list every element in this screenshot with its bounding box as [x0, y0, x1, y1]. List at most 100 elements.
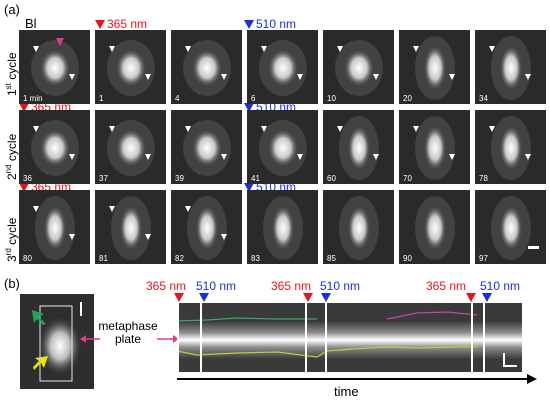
blue-triangle-icon	[482, 293, 492, 302]
cell-micrograph-graphic	[35, 196, 75, 260]
cell-micrograph-graphic	[183, 40, 231, 96]
arrowhead-icon	[221, 74, 227, 80]
micrograph-tile: 78	[475, 110, 546, 184]
kymograph	[177, 303, 522, 372]
cell-micrograph-graphic	[415, 196, 455, 260]
time-stamp: 82	[175, 254, 184, 263]
time-stamp: 39	[175, 174, 184, 183]
time-stamp: 41	[251, 174, 260, 183]
micrograph-tile: 97	[475, 190, 546, 264]
arrowhead-icon	[489, 126, 495, 132]
kymograph-graphic	[177, 303, 522, 372]
arrowhead-icon	[109, 46, 115, 52]
arrowhead-icon	[185, 126, 191, 132]
micrograph-tile: 6	[247, 30, 318, 104]
time-axis-arrow-icon	[177, 374, 537, 384]
arrowhead-icon	[373, 154, 379, 160]
time-stamp: 37	[99, 174, 108, 183]
pink-arrow-left-icon	[80, 335, 100, 343]
pink-arrowhead-icon	[56, 38, 64, 46]
cell-micrograph-graphic	[31, 120, 79, 176]
micrograph-tile: 90	[399, 190, 470, 264]
time-axis-label: time	[334, 384, 359, 399]
cell-micrograph-graphic	[415, 116, 455, 180]
arrowhead-icon	[33, 206, 39, 212]
arrowhead-icon	[373, 74, 379, 80]
cell-micrograph-graphic	[263, 196, 303, 260]
time-stamp: 85	[327, 254, 336, 263]
time-stamp: 34	[479, 94, 488, 103]
micrograph-tile: 41	[247, 110, 318, 184]
arrowhead-icon	[145, 234, 151, 240]
red-triangle-icon	[95, 19, 105, 29]
arrowhead-icon	[185, 46, 191, 52]
time-stamp: 10	[327, 94, 336, 103]
arrowhead-icon	[337, 126, 343, 132]
arrowhead-icon	[109, 126, 115, 132]
cell-micrograph-graphic	[259, 40, 307, 96]
cell-micrograph-graphic	[111, 196, 151, 260]
uv-marker-cycle1: 365 nm	[95, 17, 147, 31]
blue-triangle-icon	[321, 293, 331, 302]
micrograph-tile: 1 min	[19, 30, 90, 104]
time-stamp: 97	[479, 254, 488, 263]
arrowhead-icon	[185, 206, 191, 212]
cell-image-graphic	[38, 302, 82, 382]
arrowhead-icon	[221, 154, 227, 160]
arrowhead-icon	[69, 154, 75, 160]
micrograph-tile: 82	[171, 190, 242, 264]
kymo-uv-marker-1: 365 nm	[146, 279, 187, 293]
time-stamp: 36	[23, 174, 32, 183]
micrograph-tile: 85	[323, 190, 394, 264]
cell-image	[20, 294, 94, 389]
cycle-3-label: 3rd cycle	[4, 217, 19, 263]
cell-micrograph-graphic	[415, 36, 455, 100]
time-stamp: 70	[403, 174, 412, 183]
arrowhead-icon	[413, 46, 419, 52]
green-arrow-icon	[32, 310, 46, 325]
micrograph-tile: 83	[247, 190, 318, 264]
red-triangle-icon	[19, 182, 29, 192]
micrograph-tile: 4	[171, 30, 242, 104]
kymo-green-marker-2: 510 nm	[320, 279, 361, 293]
kymo-uv-marker-3: 365 nm	[426, 279, 467, 293]
cell-micrograph-graphic	[491, 116, 531, 180]
metaphase-plate-label: metaphase plate	[98, 319, 158, 346]
arrowhead-icon	[69, 234, 75, 240]
micrograph-tile: 20	[399, 30, 470, 104]
micrograph-tile: 81	[95, 190, 166, 264]
scale-bar	[528, 246, 539, 249]
cell-micrograph-graphic	[339, 116, 379, 180]
micrograph-tile: 39	[171, 110, 242, 184]
red-triangle-icon	[174, 293, 184, 302]
arrowhead-icon	[145, 74, 151, 80]
panel-b-label: (b)	[4, 276, 20, 291]
micrograph-tile: 60	[323, 110, 394, 184]
panel-a-label: (a)	[4, 2, 20, 17]
arrowhead-icon	[261, 126, 267, 132]
arrowhead-icon	[145, 154, 151, 160]
cell-micrograph-graphic	[259, 120, 307, 176]
cell-micrograph-graphic	[107, 120, 155, 176]
cycle-1-label: 1st cycle	[4, 52, 19, 96]
arrowhead-icon	[221, 234, 227, 240]
arrowhead-icon	[109, 206, 115, 212]
arrowhead-icon	[489, 46, 495, 52]
arrowhead-icon	[297, 74, 303, 80]
cell-micrograph-graphic	[31, 40, 79, 96]
blue-triangle-icon	[244, 19, 254, 29]
red-triangle-icon	[466, 293, 476, 302]
arrowhead-icon	[525, 74, 531, 80]
cell-micrograph-graphic	[491, 196, 531, 260]
red-triangle-icon	[19, 102, 29, 112]
arrowhead-icon	[449, 74, 455, 80]
time-stamp: 78	[479, 174, 488, 183]
micrograph-tile: 36	[19, 110, 90, 184]
time-stamp: 81	[99, 254, 108, 263]
arrowhead-icon	[261, 46, 267, 52]
arrowhead-icon	[33, 126, 39, 132]
kymo-green-marker-3: 510 nm	[480, 279, 521, 293]
cycle-2-label: 2nd cycle	[4, 133, 19, 180]
micrograph-tile: 80	[19, 190, 90, 264]
kymo-uv-marker-2: 365 nm	[271, 279, 312, 293]
